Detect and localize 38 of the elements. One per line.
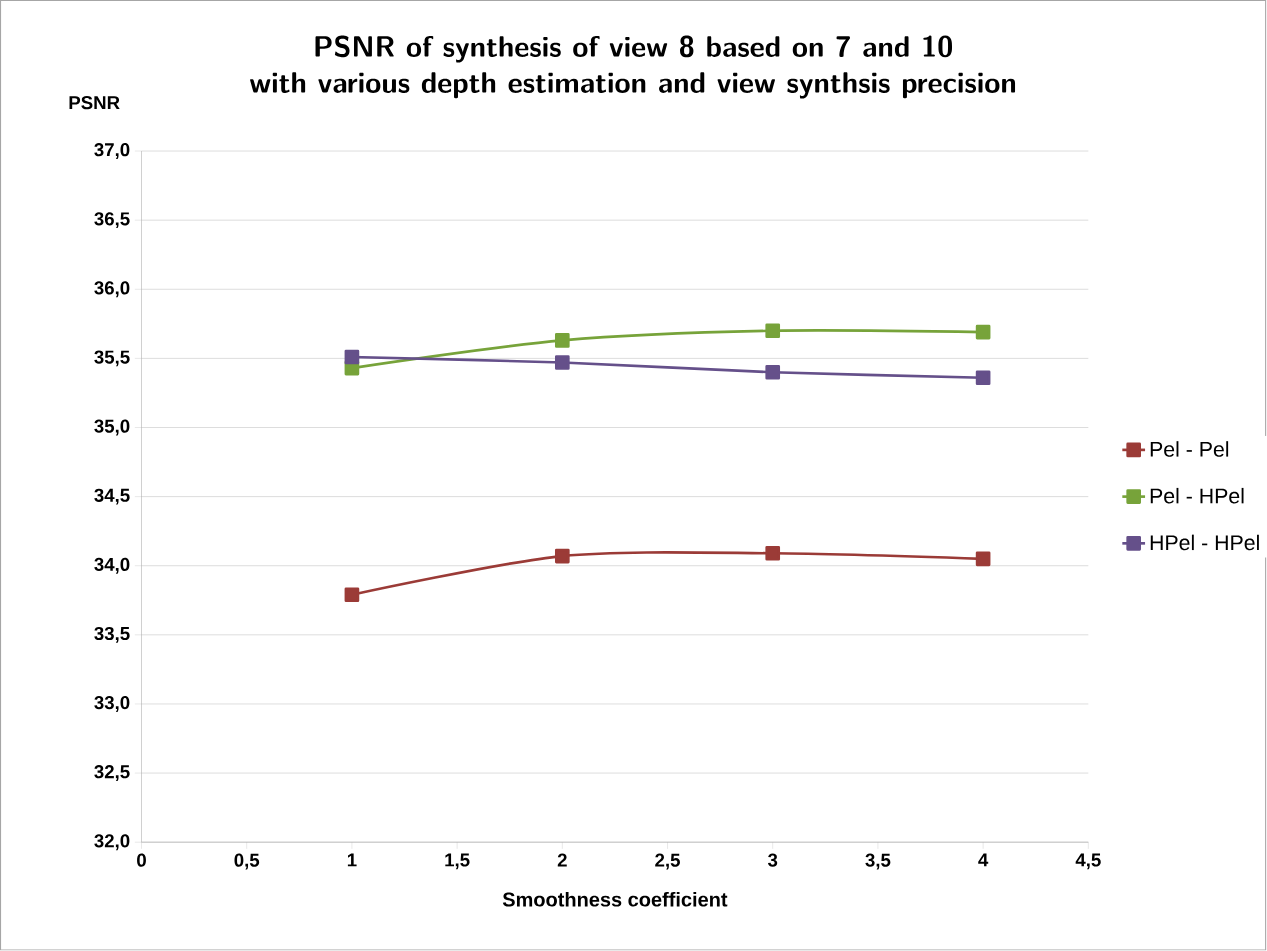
y-tick-label: 36,5 xyxy=(94,212,130,229)
y-tick-label: 32,5 xyxy=(94,765,130,782)
x-tick-label: 3 xyxy=(767,853,778,868)
point xyxy=(765,323,781,339)
y-tick-label: 35,0 xyxy=(94,419,130,436)
x-tick-label: 0,5 xyxy=(234,853,260,870)
legend-label: Pel - HPel xyxy=(1150,488,1244,504)
x-tick-label: 2 xyxy=(557,853,567,867)
point xyxy=(344,587,360,603)
y-tick-label: 35,5 xyxy=(94,350,130,367)
y-tick-label: 34,5 xyxy=(94,488,130,505)
point xyxy=(554,333,570,348)
point xyxy=(975,370,991,386)
x-tick-label: 4 xyxy=(978,853,989,867)
point xyxy=(975,551,991,567)
y-tick-label: 33,5 xyxy=(94,627,130,644)
legend-label: HPel - HPel xyxy=(1150,534,1259,551)
y-tick-label: 36,0 xyxy=(94,281,130,298)
y-tick-label: 32,0 xyxy=(94,834,130,851)
chart-title: PSNR of synthesis of view 8 based on 7 and 10 with various depth estimation and view synthsis precision xyxy=(250,35,1016,99)
point xyxy=(975,325,991,340)
point xyxy=(554,355,570,371)
point xyxy=(765,365,781,380)
x-axis-title: Smoothness coefficient xyxy=(502,892,728,907)
legend-label: Pel - Pel xyxy=(1150,441,1229,458)
y-tick-label: 37,0 xyxy=(94,143,130,160)
point xyxy=(344,349,360,365)
y-tick-label: 33,0 xyxy=(94,696,130,713)
point xyxy=(554,548,570,564)
y-tick-label: 34,0 xyxy=(94,558,130,574)
x-tick-label: 2,5 xyxy=(655,853,680,870)
x-tick-label: 1 xyxy=(347,853,357,867)
point xyxy=(765,546,781,561)
y-axis-title: PSNR xyxy=(69,96,120,110)
x-tick-label: 1,5 xyxy=(445,853,470,870)
x-tick-label: 4,5 xyxy=(1075,853,1101,870)
x-tick-label: 0 xyxy=(137,853,146,867)
x-tick-label: 3,5 xyxy=(865,853,891,870)
